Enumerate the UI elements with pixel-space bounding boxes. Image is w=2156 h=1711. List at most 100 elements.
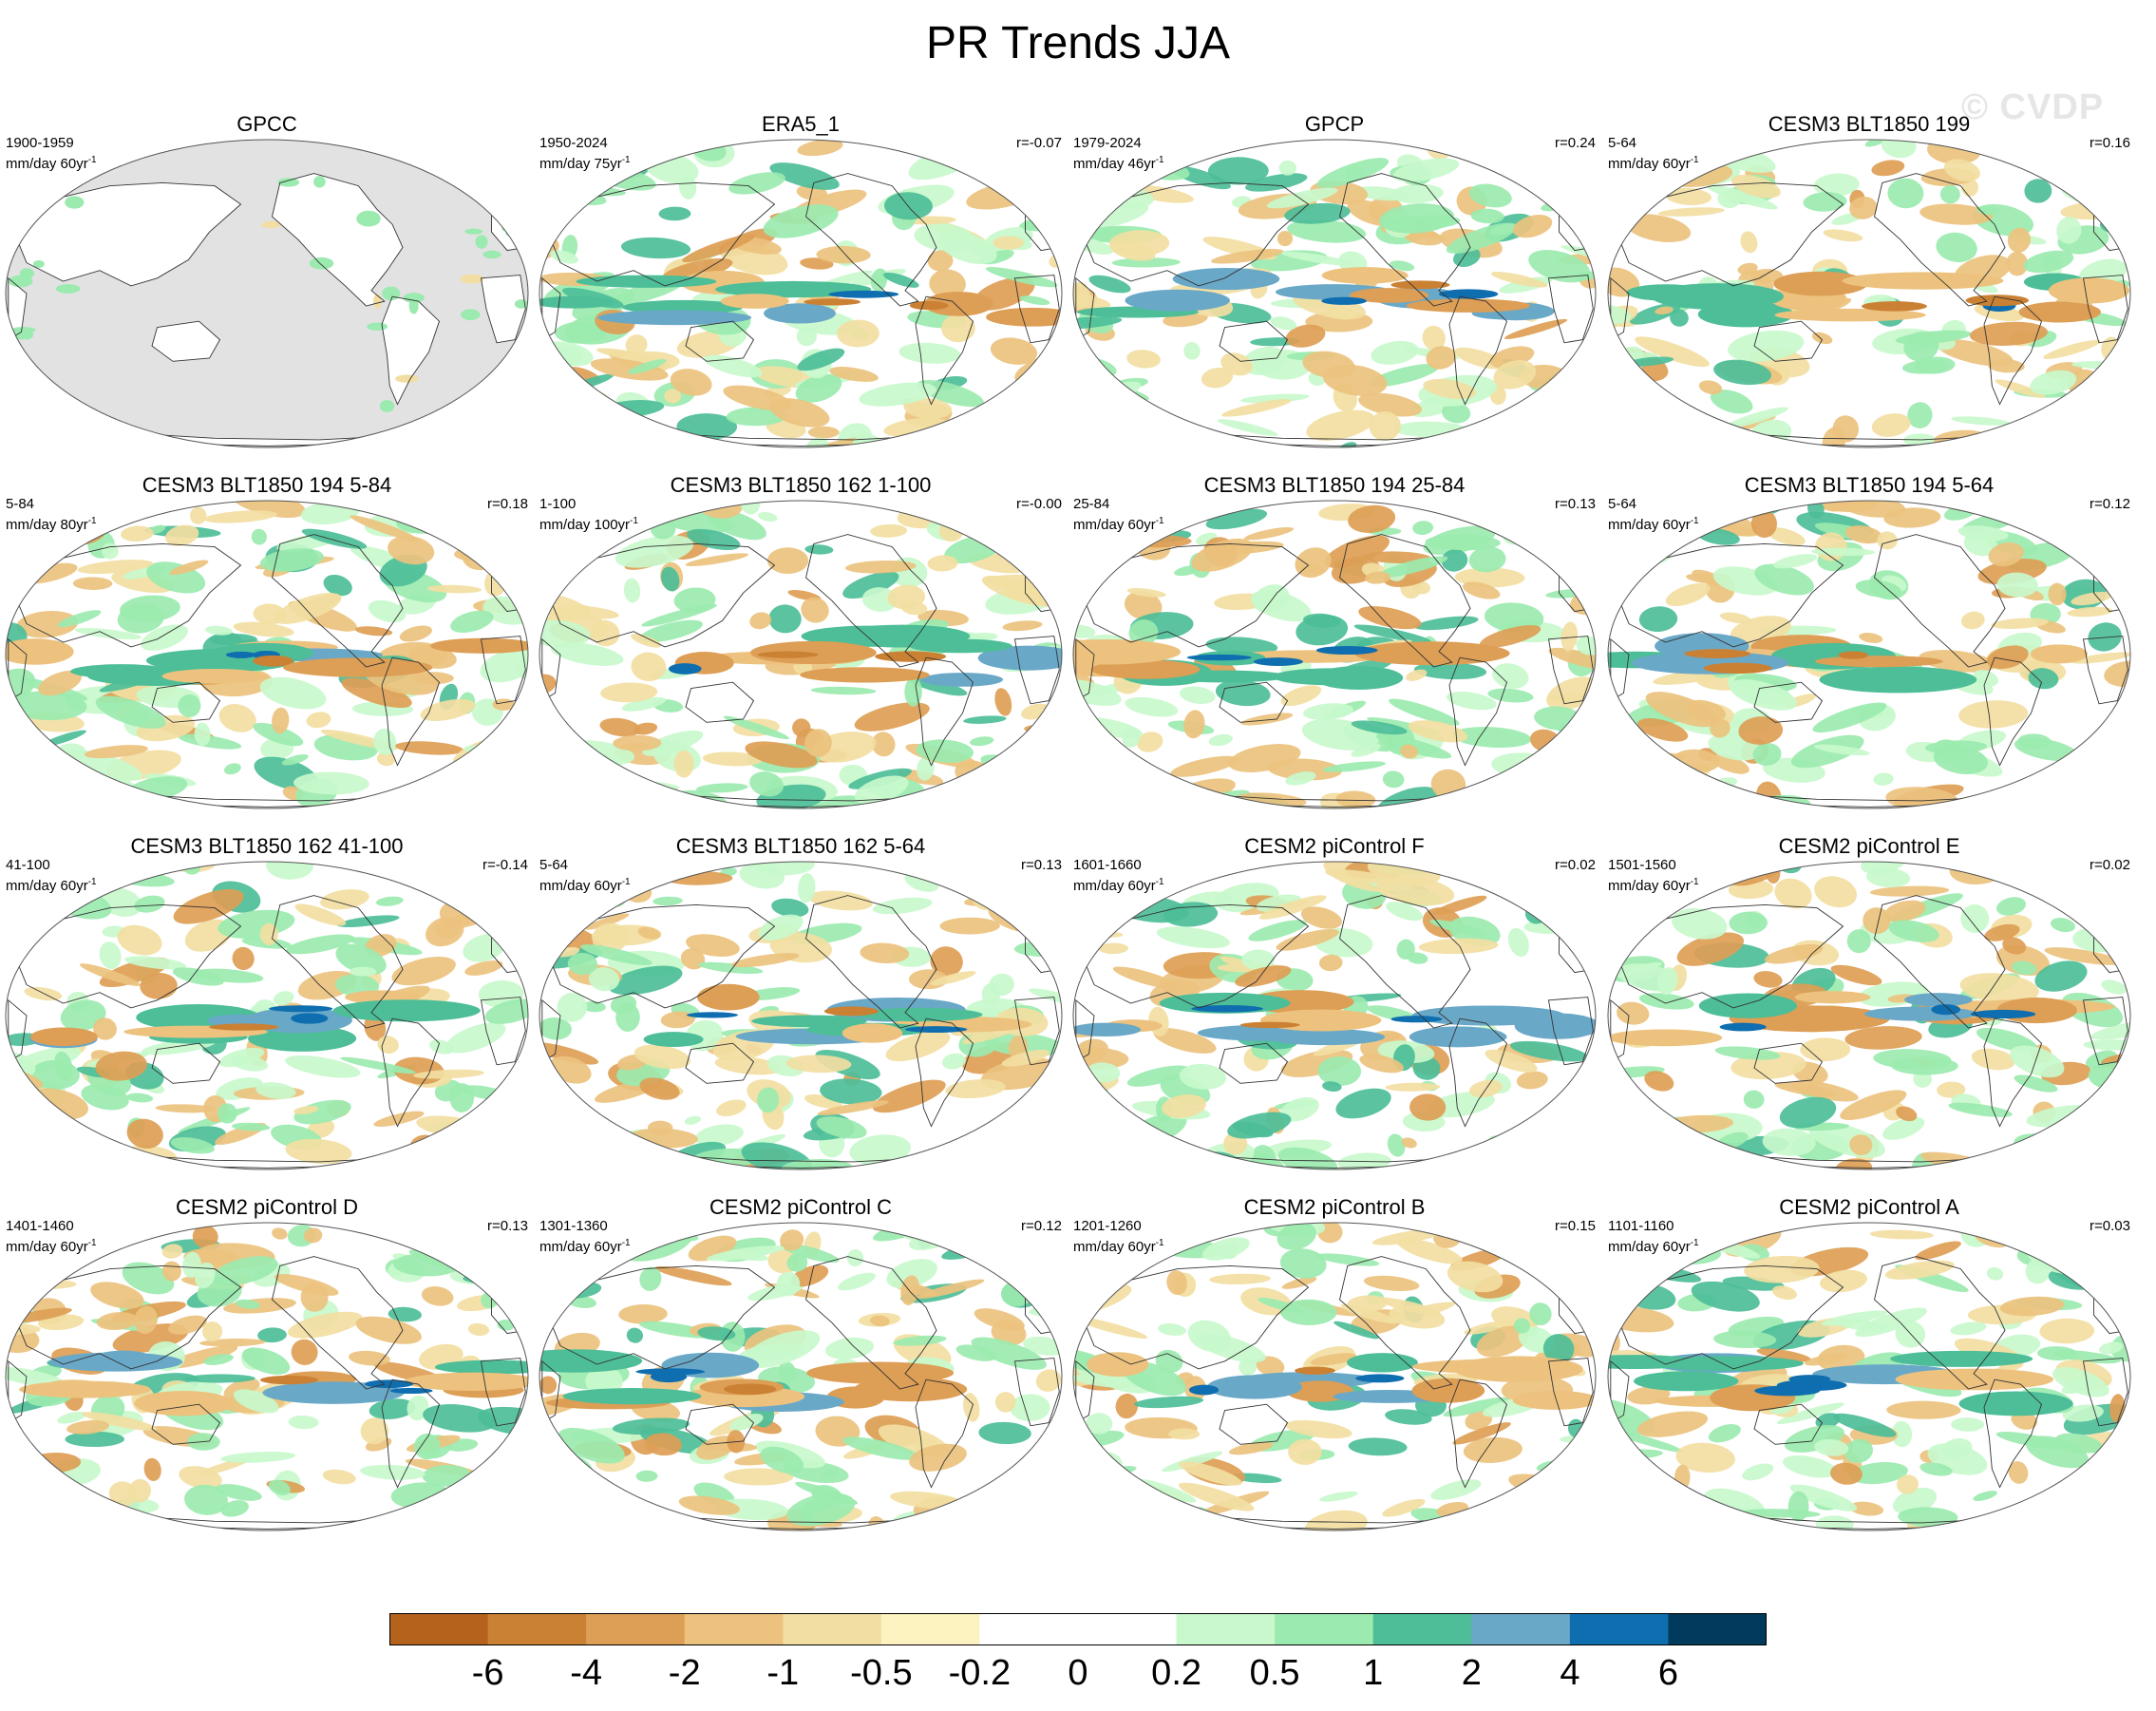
trend-blob	[1934, 739, 1968, 762]
trend-blob	[591, 619, 620, 647]
colorbar-tick-label: 0.5	[1249, 1653, 1300, 1693]
trend-blob	[941, 1238, 1006, 1260]
trend-blob	[450, 610, 494, 634]
trend-blob	[1509, 1040, 1589, 1062]
trend-blob	[1737, 262, 1758, 275]
tropical-band	[1842, 272, 2004, 290]
trend-blob	[294, 903, 347, 926]
trend-blob	[1412, 521, 1434, 536]
pattern-correlation: r=-0.00	[1016, 496, 1062, 512]
trend-blob	[1971, 1048, 2015, 1071]
trend-blob	[1351, 743, 1381, 757]
trend-blob	[816, 245, 871, 264]
trend-blob	[1710, 390, 1753, 414]
trend-blob	[1149, 790, 1169, 808]
panel-title: CESM3 BLT1850 194 25-84	[1203, 473, 1466, 497]
world-map	[1072, 861, 1597, 1170]
trend-blob	[1507, 927, 1529, 957]
panel-title: CESM3 BLT1850 199	[1768, 112, 1971, 136]
trend-blob	[1552, 400, 1591, 412]
trend-blob	[300, 1283, 329, 1312]
trend-blob	[1509, 439, 1542, 447]
trend-blob	[2110, 1112, 2130, 1139]
trend-blob	[2099, 922, 2123, 945]
trend-blob	[126, 1118, 163, 1150]
trend-blob	[2062, 791, 2102, 808]
tropical-band	[597, 310, 752, 326]
trend-blob	[927, 250, 954, 272]
tropical-band	[1814, 656, 1943, 668]
trend-blob	[2098, 405, 2130, 422]
trend-blob	[1484, 602, 1544, 633]
trend-blob	[1318, 954, 1343, 972]
panel-units-text: mm/day 75yr	[539, 156, 622, 172]
trend-blob	[1608, 1093, 1629, 1114]
trend-blob	[464, 228, 483, 235]
trend-blob	[309, 257, 334, 270]
trend-blob	[2024, 179, 2052, 203]
coastline	[915, 295, 974, 406]
trend-blob	[930, 971, 976, 986]
trend-blob	[482, 250, 501, 259]
trend-blob	[1239, 1358, 1258, 1376]
trend-blob	[1228, 1441, 1274, 1455]
strong-trend-core	[1788, 1375, 1831, 1383]
trend-blob	[1458, 1514, 1497, 1530]
units-exponent: -1	[630, 516, 638, 526]
trend-blob	[2113, 1148, 2130, 1169]
trend-blob	[1073, 316, 1123, 330]
trend-blob	[212, 1256, 278, 1285]
trend-blob	[860, 942, 910, 964]
trend-blob	[898, 862, 934, 869]
tropical-band	[1958, 1391, 2073, 1416]
trend-blob	[461, 1513, 478, 1530]
trend-blob	[1812, 702, 1887, 733]
coastline	[381, 1017, 441, 1128]
world-map	[1607, 1222, 2131, 1531]
trend-blob	[1820, 1269, 1867, 1293]
trend-blob	[1767, 527, 1806, 546]
trend-blob	[1382, 770, 1405, 789]
trend-blob	[694, 1124, 744, 1147]
trend-blob	[769, 162, 840, 190]
tropical-band	[1819, 666, 1977, 694]
world-map	[1072, 139, 1597, 448]
trend-blob	[134, 895, 165, 913]
trend-blob	[1317, 1055, 1362, 1087]
trend-blob	[2087, 516, 2130, 545]
trend-blob	[930, 946, 963, 977]
tropical-band	[1125, 289, 1230, 312]
trend-blob	[1407, 952, 1428, 964]
trend-blob	[2077, 1477, 2116, 1492]
strong-trend-core	[757, 651, 819, 658]
coastline	[480, 997, 526, 1066]
trend-blob	[376, 751, 396, 767]
tropical-band	[1314, 665, 1404, 690]
trend-blob	[1988, 542, 2024, 567]
strong-trend-core	[724, 1383, 777, 1396]
panel-units-text: mm/day 60yr	[6, 878, 88, 894]
trend-blob	[1800, 1037, 1851, 1062]
trend-blob	[771, 898, 809, 918]
trend-blob	[729, 1414, 764, 1431]
trend-blob	[1675, 427, 1708, 443]
trend-blob	[1077, 748, 1106, 769]
trend-blob	[1371, 340, 1419, 365]
tropical-band	[539, 295, 615, 309]
trend-blob	[1208, 733, 1233, 747]
trend-blob	[1468, 546, 1506, 573]
trend-blob	[836, 319, 879, 348]
trend-blob	[757, 1087, 780, 1113]
trend-blob	[941, 314, 975, 343]
map-panel: CESM2 piControl D 1401-1460 mm/day 60yr-1 r…	[0, 1178, 534, 1539]
coastline	[1612, 181, 1844, 287]
panel-units-text: mm/day 60yr	[1608, 517, 1691, 533]
trend-blob	[1348, 1437, 1408, 1456]
trend-blob	[24, 752, 66, 783]
trend-blob	[117, 603, 164, 634]
units-exponent: -1	[1155, 516, 1164, 526]
trend-blob	[293, 771, 369, 795]
trend-blob	[903, 397, 953, 419]
trend-blob	[631, 652, 667, 681]
trend-blob	[1611, 394, 1663, 412]
